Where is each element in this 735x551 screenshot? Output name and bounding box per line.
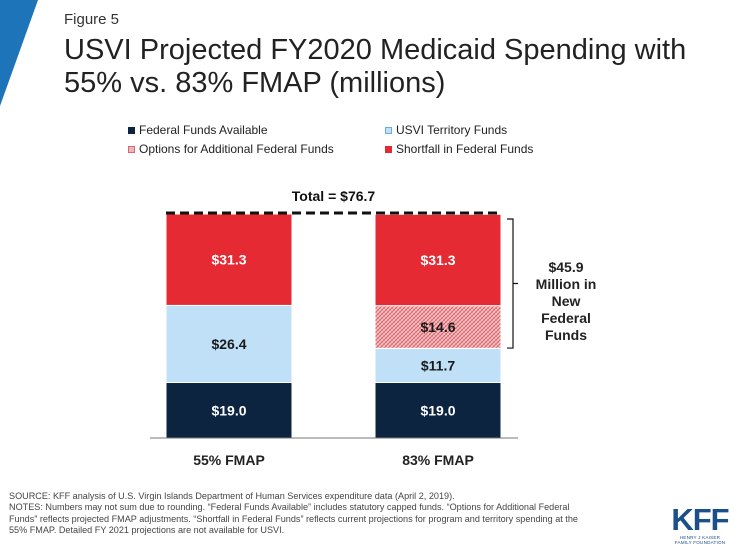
logo-main-text: KFF: [671, 502, 729, 537]
bars-layer: [150, 211, 518, 439]
stacked-bar-chart: $19.0 $26.4 $31.3 55% FMAP $19.0 $11.7 $14.6 $3…: [150, 188, 596, 468]
bracket-label-line: Million in: [536, 276, 597, 292]
data-label-federal-83: $19.0: [420, 402, 455, 418]
corner-decoration: [0, 0, 38, 106]
figure-label: Figure 5: [64, 11, 120, 28]
data-label-federal-55: $19.0: [211, 402, 246, 418]
bracket-label: $45.9 Million in New Federal Funds: [536, 259, 597, 343]
chart-title: USVI Projected FY2020 Medicaid Spending …: [64, 34, 714, 100]
kff-logo: KFF HENRY J KAISER FAMILY FOUNDATION: [671, 502, 729, 546]
data-label-shortfall-55: $31.3: [211, 252, 246, 268]
legend-label-territory: USVI Territory Funds: [396, 123, 508, 137]
data-label-territory-55: $26.4: [211, 336, 246, 352]
footer-notes-line-2: Funds” reflects projected FMAP adjustmen…: [9, 513, 578, 524]
legend-item-options: Options for Additional Federal Funds: [128, 142, 334, 156]
labels-layer: $19.0 $26.4 $31.3 55% FMAP $19.0 $11.7 $14.6 $3…: [193, 188, 596, 468]
bar-territory-55: [165, 304, 293, 384]
footer-notes: SOURCE: KFF analysis of U.S. Virgin Isla…: [9, 491, 649, 536]
category-label-83: 83% FMAP: [402, 452, 474, 468]
bracket-label-line: Funds: [545, 327, 587, 343]
legend-item-shortfall: Shortfall in Federal Funds: [385, 142, 533, 156]
legend-swatch-territory: [385, 126, 392, 134]
bar-shortfall-55: [165, 213, 293, 306]
logo-sub-line-2: FAMILY FOUNDATION: [674, 540, 726, 546]
legend-item-federal: Federal Funds Available: [128, 123, 268, 137]
footer-notes-line-3: 55% FMAP. Detailed FY 2021 projections a…: [9, 524, 285, 535]
data-label-shortfall-83: $31.3: [420, 252, 455, 268]
bar-options-83: [374, 305, 502, 349]
legend-label-options: Options for Additional Federal Funds: [139, 142, 334, 156]
legend-swatch-options: [128, 145, 135, 153]
legend-swatch-federal: [128, 126, 135, 134]
legend-item-territory: USVI Territory Funds: [385, 123, 507, 137]
total-label: Total = $76.7: [292, 188, 376, 204]
footer-source: SOURCE: KFF analysis of U.S. Virgin Isla…: [9, 491, 455, 501]
bracket-label-line: $45.9: [548, 259, 583, 275]
title-line-1: USVI Projected FY2020 Medicaid Spending …: [64, 34, 687, 66]
bracket-label-line: Federal: [541, 310, 591, 326]
new-funds-bracket: [507, 218, 518, 349]
bracket-label-line: New: [552, 293, 581, 309]
footer-notes-line-1: NOTES: Numbers may not sum due to roundi…: [9, 502, 570, 513]
bar-federal-55: [165, 382, 293, 439]
category-label-55: 55% FMAP: [193, 452, 265, 468]
data-label-options-83: $14.6: [420, 319, 455, 335]
legend-label-federal: Federal Funds Available: [139, 123, 268, 137]
title-line-2: 55% vs. 83% FMAP (millions): [64, 67, 446, 99]
legend-swatch-shortfall: [385, 145, 392, 153]
logo-sub-line-1: HENRY J KAISER: [679, 535, 721, 540]
data-label-territory-83: $11.7: [421, 357, 455, 373]
legend-label-shortfall: Shortfall in Federal Funds: [396, 142, 534, 156]
bar-shortfall-83: [374, 213, 502, 307]
